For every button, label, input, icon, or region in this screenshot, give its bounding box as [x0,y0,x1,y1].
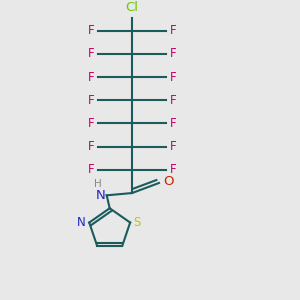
Text: H: H [94,179,102,189]
Text: N: N [77,216,86,229]
Text: F: F [88,117,95,130]
Text: F: F [169,24,176,37]
Text: F: F [169,47,176,60]
Text: O: O [163,175,174,188]
Text: F: F [88,94,95,107]
Text: F: F [88,47,95,60]
Text: Cl: Cl [126,1,139,14]
Text: F: F [169,163,176,176]
Text: N: N [95,189,105,202]
Text: F: F [169,117,176,130]
Text: F: F [169,70,176,84]
Text: F: F [88,163,95,176]
Text: F: F [88,140,95,153]
Text: F: F [88,24,95,37]
Text: F: F [169,140,176,153]
Text: S: S [134,216,141,229]
Text: F: F [169,94,176,107]
Text: F: F [88,70,95,84]
